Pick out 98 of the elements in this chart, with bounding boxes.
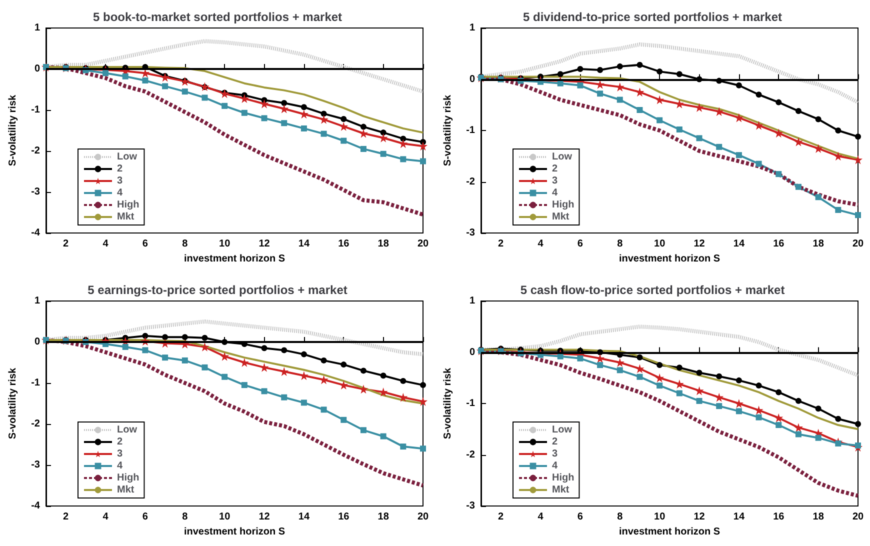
x-tick-label: 16: [773, 512, 785, 522]
y-tick-label: -2: [31, 418, 40, 430]
x-tick-label: 12: [258, 512, 270, 522]
x-tick-label: 14: [298, 238, 310, 250]
x-tick-label: 18: [378, 512, 390, 522]
legend-label: High: [552, 472, 574, 484]
x-tick-label: 8: [617, 238, 624, 250]
x-tick-label: 8: [182, 238, 188, 250]
y-tick-label: -2: [466, 449, 476, 460]
x-tick-label: 10: [219, 512, 231, 522]
x-tick-label: 10: [654, 238, 666, 250]
legend-label: 2: [117, 436, 123, 448]
x-tick-label: 14: [733, 512, 745, 522]
x-tick-label: 2: [63, 238, 70, 250]
x-tick-label: 10: [219, 238, 231, 250]
chart-title: 5 book-to-market sorted portfolios + market: [92, 10, 342, 24]
y-tick-label: 1: [34, 296, 40, 306]
x-tick-label: 4: [102, 512, 109, 522]
y-tick-label: -4: [31, 500, 40, 512]
chart-title: 5 dividend-to-price sorted portfolios + market: [522, 10, 782, 24]
y-tick-label: 0: [469, 74, 476, 85]
x-tick-label: 6: [142, 512, 148, 522]
x-tick-label: 8: [617, 512, 624, 522]
x-tick-label: 8: [182, 512, 188, 522]
y-tick-label: -1: [31, 104, 40, 116]
chart-title: 5 earnings-to-price sorted portfolios + market: [88, 283, 348, 297]
y-tick-label: 1: [469, 296, 476, 306]
legend-label: 4: [552, 188, 558, 198]
y-tick-label: -2: [466, 176, 476, 188]
x-tick-label: 2: [498, 238, 504, 250]
x-tick-label: 6: [577, 512, 584, 522]
y-tick-label: -3: [466, 500, 476, 512]
legend-label: 4: [552, 460, 558, 472]
legend-label: Low: [552, 152, 572, 162]
x-tick-label: 4: [538, 238, 544, 250]
x-tick-label: 12: [258, 238, 270, 250]
x-axis-title: investment horizon S: [184, 253, 286, 264]
x-tick-label: 16: [338, 512, 350, 522]
legend-label: 3: [552, 448, 558, 460]
x-tick-label: 20: [417, 512, 429, 522]
x-tick-label: 20: [417, 238, 429, 250]
x-tick-label: 2: [63, 512, 70, 522]
x-tick-label: 18: [812, 512, 824, 522]
legend-label: Low: [117, 152, 138, 162]
legend-label: Mkt: [552, 484, 570, 496]
y-tick-label: -1: [466, 125, 476, 136]
x-tick-label: 4: [102, 238, 109, 250]
y-tick-label: -4: [31, 228, 40, 238]
y-tick-label: 0: [469, 346, 476, 358]
x-tick-label: 12: [694, 238, 706, 250]
x-axis-title: investment horizon S: [618, 526, 720, 538]
y-tick-label: 0: [34, 64, 40, 74]
y-tick-label: 0: [34, 336, 40, 348]
y-axis-title: S-volatility risk: [8, 367, 18, 440]
x-tick-label: 10: [654, 512, 666, 522]
y-tick-label: 1: [34, 22, 40, 34]
x-tick-label: 12: [694, 512, 706, 522]
y-tick-label: -3: [31, 460, 40, 470]
x-tick-label: 16: [773, 238, 785, 250]
legend-label: 3: [117, 176, 123, 186]
y-tick-label: -3: [31, 186, 40, 198]
y-tick-label: -1: [31, 378, 40, 388]
legend-label: High: [117, 472, 140, 484]
x-axis-title: investment horizon S: [618, 253, 720, 264]
y-axis-title: S-volatility risk: [442, 94, 454, 166]
x-tick-label: 18: [812, 238, 824, 250]
legend-label: Low: [552, 424, 572, 436]
x-tick-label: 2: [498, 512, 504, 522]
chart-title: 5 cash flow-to-price sorted portfolios + market: [520, 283, 785, 297]
legend-label: 3: [117, 448, 123, 460]
y-tick-label: -3: [466, 228, 476, 238]
legend-label: 4: [117, 460, 123, 472]
x-tick-label: 20: [852, 238, 864, 250]
x-axis-title: investment horizon S: [184, 526, 286, 538]
legend-label: High: [552, 200, 574, 210]
legend-label: Mkt: [552, 212, 570, 222]
legend-label: 3: [552, 176, 558, 186]
x-tick-label: 6: [142, 238, 148, 250]
legend-label: 2: [117, 164, 123, 174]
legend-label: Low: [117, 424, 138, 436]
legend-label: Mkt: [117, 484, 135, 496]
y-tick-label: -2: [31, 146, 40, 156]
y-axis-title: S-volatility risk: [8, 94, 18, 166]
x-tick-label: 20: [852, 512, 864, 522]
x-tick-label: 18: [378, 238, 390, 250]
x-tick-label: 16: [338, 238, 350, 250]
legend-label: 4: [117, 188, 123, 198]
legend-label: Mkt: [117, 212, 135, 222]
legend-label: 2: [552, 164, 558, 174]
y-tick-label: -1: [466, 398, 476, 409]
legend-label: High: [117, 200, 140, 210]
x-tick-label: 4: [538, 512, 544, 522]
legend-label: 2: [552, 436, 558, 448]
y-tick-label: 1: [469, 22, 476, 34]
y-axis-title: S-volatility risk: [442, 367, 454, 440]
x-tick-label: 14: [298, 512, 310, 522]
x-tick-label: 14: [733, 238, 745, 250]
x-tick-label: 6: [577, 238, 584, 250]
